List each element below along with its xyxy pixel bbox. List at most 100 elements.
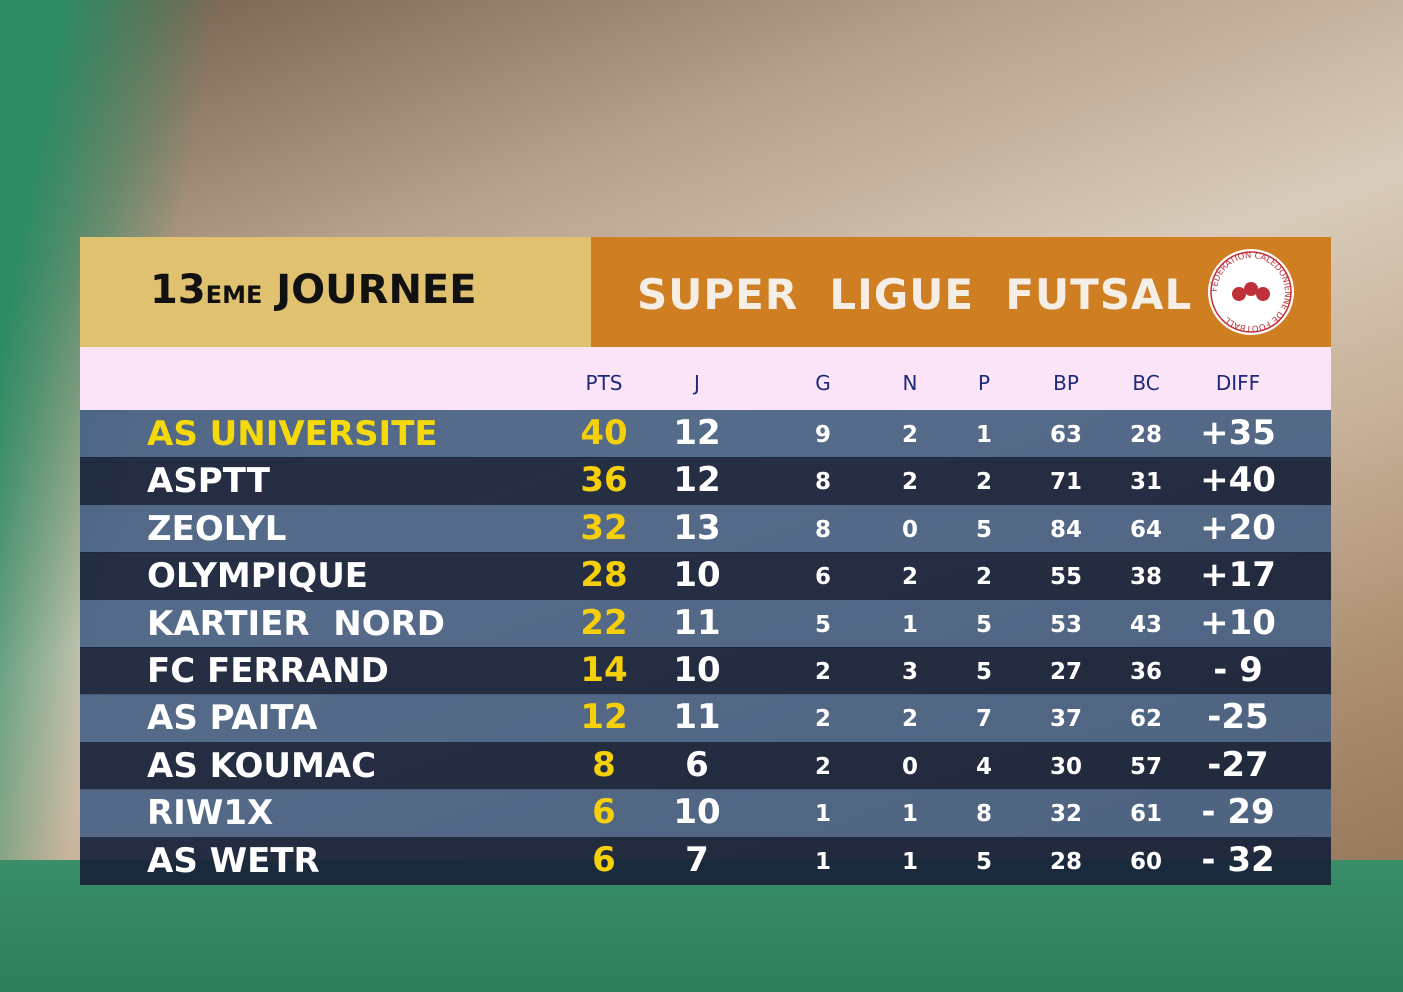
cell-bc: 64: [1129, 516, 1163, 543]
cell-n: 1: [901, 848, 919, 875]
cell-g: 2: [814, 659, 832, 685]
team-name: AS WETR: [147, 840, 320, 881]
cell-bc: 43: [1129, 611, 1163, 638]
column-label: BP: [1053, 371, 1079, 395]
cell-pts: 22: [580, 602, 628, 643]
cell-bp: 71: [1049, 469, 1083, 496]
cell-bp: 63: [1049, 422, 1083, 448]
table-row: RIW1X 6 10 1 1 8 32 61 - 29: [80, 789, 1331, 838]
logo-ball: [1256, 287, 1270, 301]
table-row: OLYMPIQUE 28 10 6 2 2 55 38 +17: [80, 552, 1331, 601]
cell-g: 5: [814, 611, 832, 638]
team-name: RIW1X: [147, 793, 274, 834]
cell-bc: 62: [1129, 706, 1163, 733]
cell-p: 2: [975, 564, 993, 591]
cell-bp: 84: [1049, 516, 1083, 543]
table-row: FC FERRAND 14 10 2 3 5 27 36 - 9: [80, 647, 1331, 695]
cell-p: 8: [975, 801, 993, 828]
cell-diff: +40: [1200, 460, 1276, 501]
team-name: KARTIER NORD: [147, 603, 445, 644]
cell-diff: - 9: [1213, 650, 1263, 690]
column-label: BC: [1132, 371, 1160, 395]
round-label: 13EME JOURNEE: [150, 267, 477, 313]
cell-j: 10: [673, 650, 721, 690]
cell-bp: 28: [1049, 848, 1083, 875]
cell-n: 1: [901, 611, 919, 638]
cell-bp: 55: [1049, 564, 1083, 591]
cell-diff: - 32: [1201, 839, 1275, 880]
cell-bc: 57: [1129, 753, 1163, 780]
team-name: OLYMPIQUE: [147, 556, 369, 597]
cell-bp: 37: [1049, 706, 1083, 733]
logo: FÉDÉRATION CALÉDONIENNE DE FOOTBALL: [1208, 249, 1294, 335]
column-label: PTS: [585, 371, 623, 395]
cell-p: 5: [975, 659, 993, 685]
logo-ball: [1232, 287, 1246, 301]
cell-p: 2: [975, 469, 993, 496]
cell-g: 1: [814, 848, 832, 875]
cell-g: 9: [814, 422, 832, 448]
cell-bc: 60: [1129, 848, 1163, 875]
cell-j: 13: [673, 507, 721, 548]
round-word: JOURNEE: [276, 267, 477, 313]
cell-n: 0: [901, 516, 919, 543]
cell-bp: 32: [1049, 801, 1083, 828]
table-row: AS UNIVERSITE 40 12 9 2 1 63 28 +35: [80, 410, 1331, 458]
cell-n: 0: [901, 753, 919, 780]
table-row: KARTIER NORD 22 11 5 1 5 53 43 +10: [80, 599, 1331, 648]
cell-diff: -25: [1207, 697, 1269, 738]
cell-pts: 14: [580, 650, 628, 690]
column-label: N: [902, 371, 918, 395]
cell-pts: 32: [580, 507, 628, 548]
cell-bc: 61: [1129, 801, 1163, 828]
header-right: SUPER LIGUE FUTSAL FÉDÉRATION CALÉDONIEN…: [591, 237, 1331, 347]
cell-p: 1: [975, 422, 993, 448]
column-label: DIFF: [1215, 371, 1261, 395]
cell-diff: - 29: [1201, 792, 1275, 833]
column-label: P: [977, 371, 991, 395]
column-label: G: [815, 371, 831, 395]
cell-j: 12: [673, 413, 721, 453]
cell-j: 10: [673, 555, 721, 596]
cell-diff: +35: [1200, 413, 1276, 453]
cell-g: 1: [814, 801, 832, 828]
cell-diff: +10: [1200, 602, 1276, 643]
cell-p: 7: [975, 706, 993, 733]
cell-g: 8: [814, 469, 832, 496]
cell-pts: 8: [592, 744, 616, 785]
cell-n: 2: [901, 422, 919, 448]
cell-p: 5: [975, 516, 993, 543]
cell-g: 6: [814, 564, 832, 591]
cell-p: 4: [975, 753, 993, 780]
cell-diff: +20: [1200, 507, 1276, 548]
cell-pts: 36: [580, 460, 628, 501]
cell-bp: 53: [1049, 611, 1083, 638]
cell-diff: -27: [1207, 744, 1269, 785]
cell-p: 5: [975, 611, 993, 638]
cell-n: 2: [901, 564, 919, 591]
title: SUPER LIGUE FUTSAL: [637, 270, 1193, 319]
table-row: AS WETR 6 7 1 1 5 28 60 - 32: [80, 836, 1331, 885]
table-row: ASPTT 36 12 8 2 2 71 31 +40: [80, 457, 1331, 506]
cell-diff: +17: [1200, 555, 1276, 596]
cell-g: 2: [814, 706, 832, 733]
cell-bc: 36: [1129, 659, 1163, 685]
cell-pts: 28: [580, 555, 628, 596]
cell-j: 11: [673, 602, 721, 643]
cell-bc: 38: [1129, 564, 1163, 591]
cell-pts: 6: [592, 839, 616, 880]
cell-n: 2: [901, 469, 919, 496]
cell-j: 11: [673, 697, 721, 738]
cell-j: 6: [685, 744, 709, 785]
cell-bp: 30: [1049, 753, 1083, 780]
cell-bc: 28: [1129, 422, 1163, 448]
team-name: ASPTT: [147, 461, 270, 502]
header-left: 13EME JOURNEE: [80, 237, 591, 347]
cell-n: 2: [901, 706, 919, 733]
cell-g: 8: [814, 516, 832, 543]
cell-n: 1: [901, 801, 919, 828]
team-name: AS PAITA: [147, 698, 318, 739]
team-name: AS UNIVERSITE: [147, 414, 438, 454]
column-header: PTS J G N P BP BC DIFF: [80, 347, 1331, 410]
